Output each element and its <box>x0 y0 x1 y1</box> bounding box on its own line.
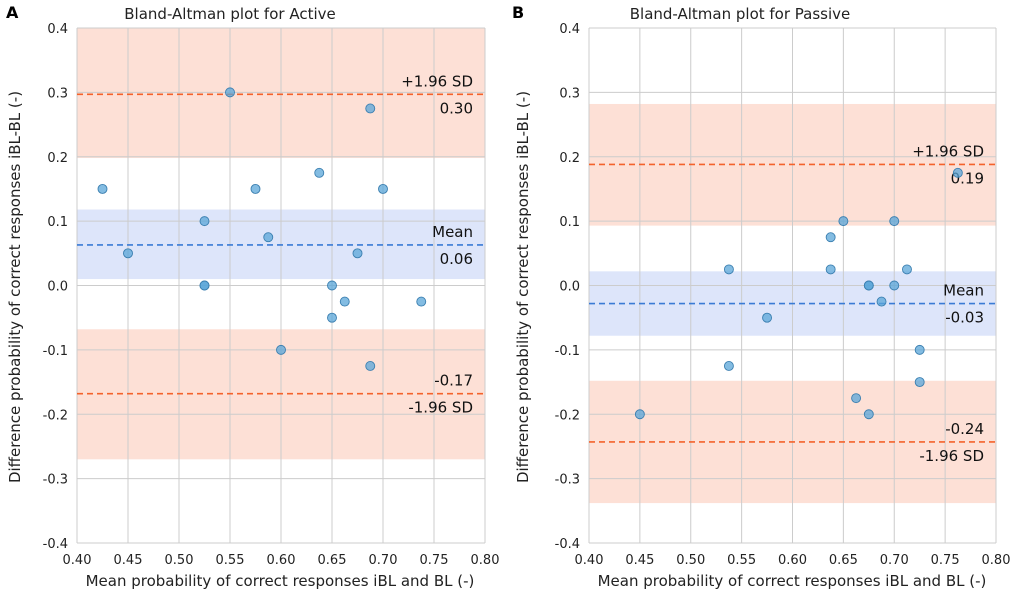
data-point <box>339 296 350 307</box>
data-point <box>723 264 734 275</box>
chart-title: Bland-Altman plot for Active <box>124 5 335 23</box>
chart-title: Bland-Altman plot for Passive <box>630 5 851 23</box>
y-tick-label: -0.4 <box>555 537 580 552</box>
upper-loa-label: +1.96 SD <box>401 72 473 90</box>
data-point <box>825 232 836 243</box>
x-tick-label: 0.60 <box>778 553 807 568</box>
data-point <box>762 312 773 323</box>
data-point <box>352 248 363 259</box>
x-tick-label: 0.55 <box>727 553 756 568</box>
x-tick-label: 0.50 <box>676 553 705 568</box>
lower-loa-value: -0.17 <box>434 372 473 390</box>
mean-label: Mean <box>943 282 984 300</box>
y-tick-label: 0.2 <box>559 151 580 166</box>
data-point <box>263 232 274 243</box>
y-tick-label: 0.3 <box>559 86 580 101</box>
y-tick-label: 0.0 <box>559 280 580 295</box>
y-tick-label: -0.3 <box>43 473 68 488</box>
plot-area: 0.40 0.45 0.50 0.55 0.60 0.65 0.70 0.75 0.80 0.4 0… <box>555 22 1011 568</box>
data-point <box>225 87 235 98</box>
y-tick-label: -0.1 <box>43 344 68 359</box>
x-tick-label: 0.80 <box>982 553 1011 568</box>
data-point <box>276 344 286 355</box>
x-tick-label: 0.65 <box>829 553 858 568</box>
y-axis-label: Difference probability of correct respon… <box>6 91 24 483</box>
plot-area: 0.40 0.45 0.50 0.55 0.60 0.65 0.70 0.75 0.80 0.4 0… <box>43 22 500 568</box>
data-point <box>723 361 734 371</box>
x-tick-label: 0.80 <box>471 553 500 568</box>
data-point <box>250 183 261 194</box>
x-tick-label: 0.45 <box>114 553 143 568</box>
mean-label: Mean <box>432 223 473 241</box>
data-point <box>902 264 912 275</box>
data-point <box>97 183 108 194</box>
data-point <box>914 344 925 355</box>
x-tick-label: 0.55 <box>216 553 245 568</box>
data-point <box>314 167 325 178</box>
y-axis-label: Difference probability of correct respon… <box>514 91 532 483</box>
data-point <box>863 409 874 420</box>
x-axis-label: Mean probability of correct responses iB… <box>598 572 987 590</box>
data-point <box>889 216 900 227</box>
data-point <box>863 280 874 291</box>
panel-label: B <box>512 3 524 22</box>
data-point <box>327 280 337 291</box>
data-point <box>199 216 210 227</box>
x-tick-label: 0.70 <box>880 553 909 568</box>
lower-loa-value: -0.24 <box>945 420 984 438</box>
x-tick-label: 0.45 <box>625 553 654 568</box>
x-tick-label: 0.65 <box>318 553 347 568</box>
data-point <box>634 409 645 420</box>
y-tick-label: 0.4 <box>47 22 68 37</box>
data-point <box>889 280 900 291</box>
data-point <box>838 216 849 227</box>
y-tick-label: -0.4 <box>43 537 68 552</box>
panel-b: B Bland-Altman plot for Passive 0.40 0.45… <box>512 3 1010 590</box>
data-point <box>952 167 963 178</box>
y-tick-label: 0.1 <box>47 215 68 230</box>
mean-value: -0.03 <box>945 309 984 327</box>
data-point <box>876 296 887 307</box>
y-tick-label: 0.2 <box>47 151 68 166</box>
upper-loa-value: 0.30 <box>440 99 473 117</box>
data-point <box>914 377 925 388</box>
y-tick-label: 0.0 <box>47 280 68 295</box>
y-tick-label: -0.2 <box>555 408 580 423</box>
x-tick-label: 0.75 <box>931 553 960 568</box>
x-tick-label: 0.40 <box>575 553 604 568</box>
data-point <box>851 393 862 404</box>
x-tick-label: 0.60 <box>267 553 296 568</box>
y-tick-label: -0.1 <box>555 344 580 359</box>
lower-loa-label: -1.96 SD <box>408 399 473 417</box>
x-axis-label: Mean probability of correct responses iB… <box>86 572 475 590</box>
panel-a: A Bland-Altman plot for Active 0.40 0.45 0… <box>6 3 499 590</box>
x-tick-label: 0.40 <box>63 553 92 568</box>
data-point <box>327 312 337 323</box>
x-tick-label: 0.50 <box>165 553 194 568</box>
y-tick-label: -0.3 <box>555 473 580 488</box>
mean-value: 0.06 <box>440 250 473 268</box>
panel-label: A <box>6 3 19 22</box>
y-tick-label: 0.4 <box>559 22 580 37</box>
y-tick-label: 0.1 <box>559 215 580 230</box>
data-point <box>123 248 133 259</box>
data-point <box>825 264 836 275</box>
data-point <box>378 183 388 194</box>
x-tick-label: 0.75 <box>420 553 449 568</box>
y-tick-label: 0.3 <box>47 86 68 101</box>
data-point <box>365 103 376 114</box>
upper-loa-label: +1.96 SD <box>912 142 984 160</box>
lower-loa-label: -1.96 SD <box>919 447 984 465</box>
data-point <box>199 280 210 291</box>
x-tick-label: 0.70 <box>369 553 398 568</box>
data-point <box>416 296 427 307</box>
data-point <box>365 361 376 371</box>
y-tick-label: -0.2 <box>43 408 68 423</box>
